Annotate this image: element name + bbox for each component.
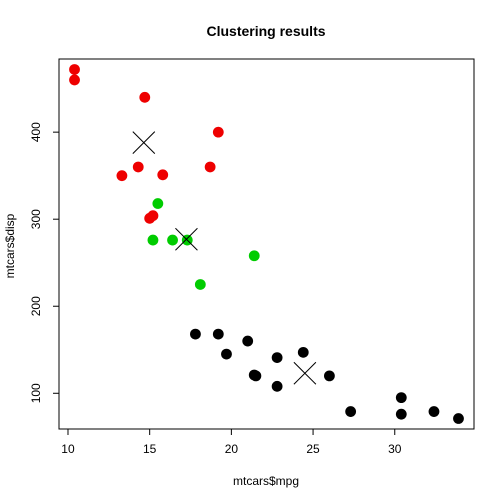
y-tick-label: 100 <box>29 383 43 403</box>
data-point <box>271 380 283 392</box>
x-tick-label: 20 <box>225 442 239 456</box>
cluster-center-marker <box>132 131 156 154</box>
data-point <box>190 328 201 340</box>
data-point <box>345 406 357 417</box>
data-point <box>248 250 260 262</box>
cluster-centers <box>132 131 317 385</box>
x-axis-label: mtcars$mpg <box>233 474 299 488</box>
y-tick-label: 300 <box>29 209 43 229</box>
cluster-center-marker <box>293 361 317 385</box>
cluster-center-marker <box>175 227 198 251</box>
data-point <box>152 198 164 209</box>
data-point <box>212 328 224 340</box>
data-point <box>428 406 440 417</box>
data-point <box>69 64 80 75</box>
x-axis: 10 15 20 25 30 <box>61 428 402 456</box>
x-tick-label: 15 <box>143 442 157 456</box>
y-tick-label: 200 <box>29 296 43 316</box>
data-point <box>132 161 144 173</box>
center-cross-stroke <box>175 227 198 251</box>
data-point <box>147 234 159 246</box>
center-cross-stroke <box>293 361 317 385</box>
y-tick-label: 400 <box>29 122 43 142</box>
y-axis: 100 200 300 400 <box>29 122 60 403</box>
data-point <box>453 413 464 424</box>
data-point <box>271 352 283 363</box>
data-point <box>250 370 262 382</box>
data-points <box>69 64 464 424</box>
x-tick-label: 25 <box>306 442 320 456</box>
data-point <box>116 170 128 182</box>
center-cross-stroke <box>132 131 156 154</box>
data-point <box>69 74 80 86</box>
data-point <box>221 348 232 360</box>
x-tick-label: 30 <box>388 442 402 456</box>
plot-frame <box>58 58 475 430</box>
data-point <box>147 210 159 222</box>
chart-title: Clustering results <box>206 23 325 39</box>
data-point <box>204 161 216 173</box>
data-point <box>212 126 224 138</box>
x-tick-label: 10 <box>61 442 75 456</box>
data-point <box>242 335 254 347</box>
data-point <box>139 91 151 103</box>
data-point <box>167 234 178 246</box>
data-point <box>297 346 309 358</box>
data-point <box>194 279 206 290</box>
data-point <box>395 392 407 404</box>
data-point <box>157 169 169 181</box>
y-axis-label: mtcars$disp <box>3 213 17 278</box>
data-point <box>395 408 407 420</box>
data-point <box>324 370 335 382</box>
